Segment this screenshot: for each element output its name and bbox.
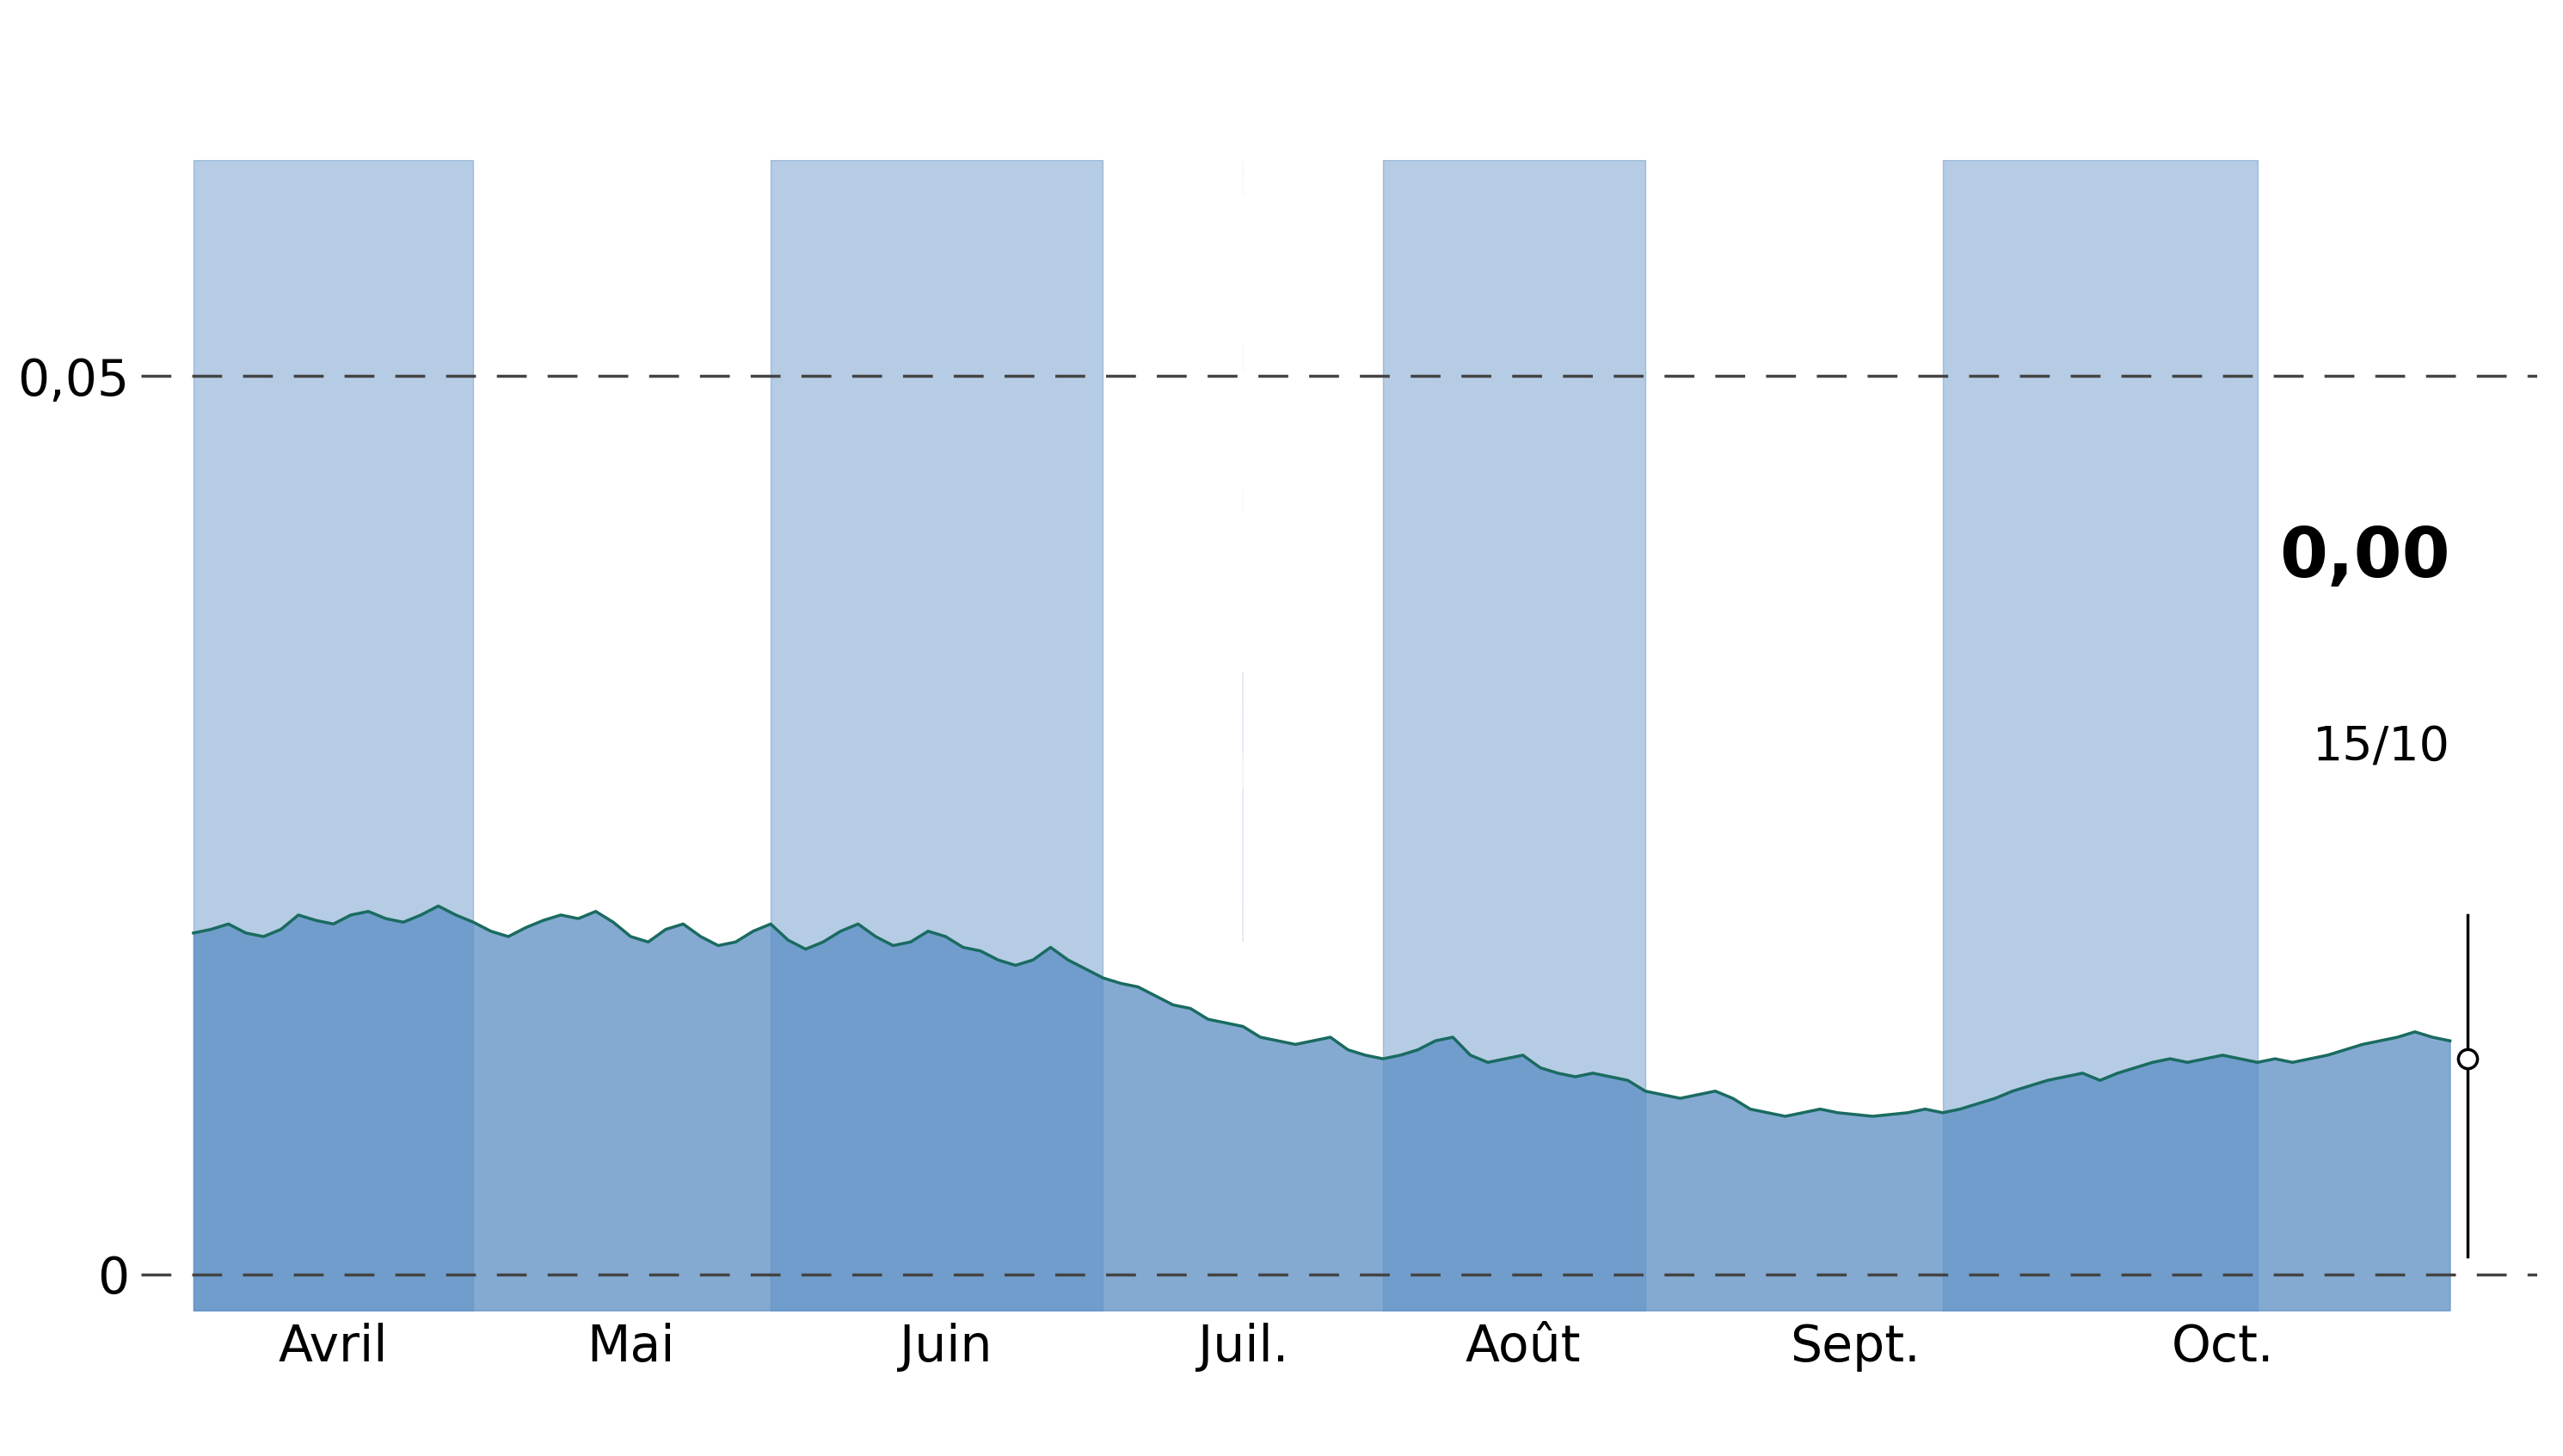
- Text: 15/10: 15/10: [2312, 725, 2450, 772]
- Text: 0,00: 0,00: [2279, 524, 2450, 591]
- Text: DRONE VOLT: DRONE VOLT: [943, 19, 1620, 112]
